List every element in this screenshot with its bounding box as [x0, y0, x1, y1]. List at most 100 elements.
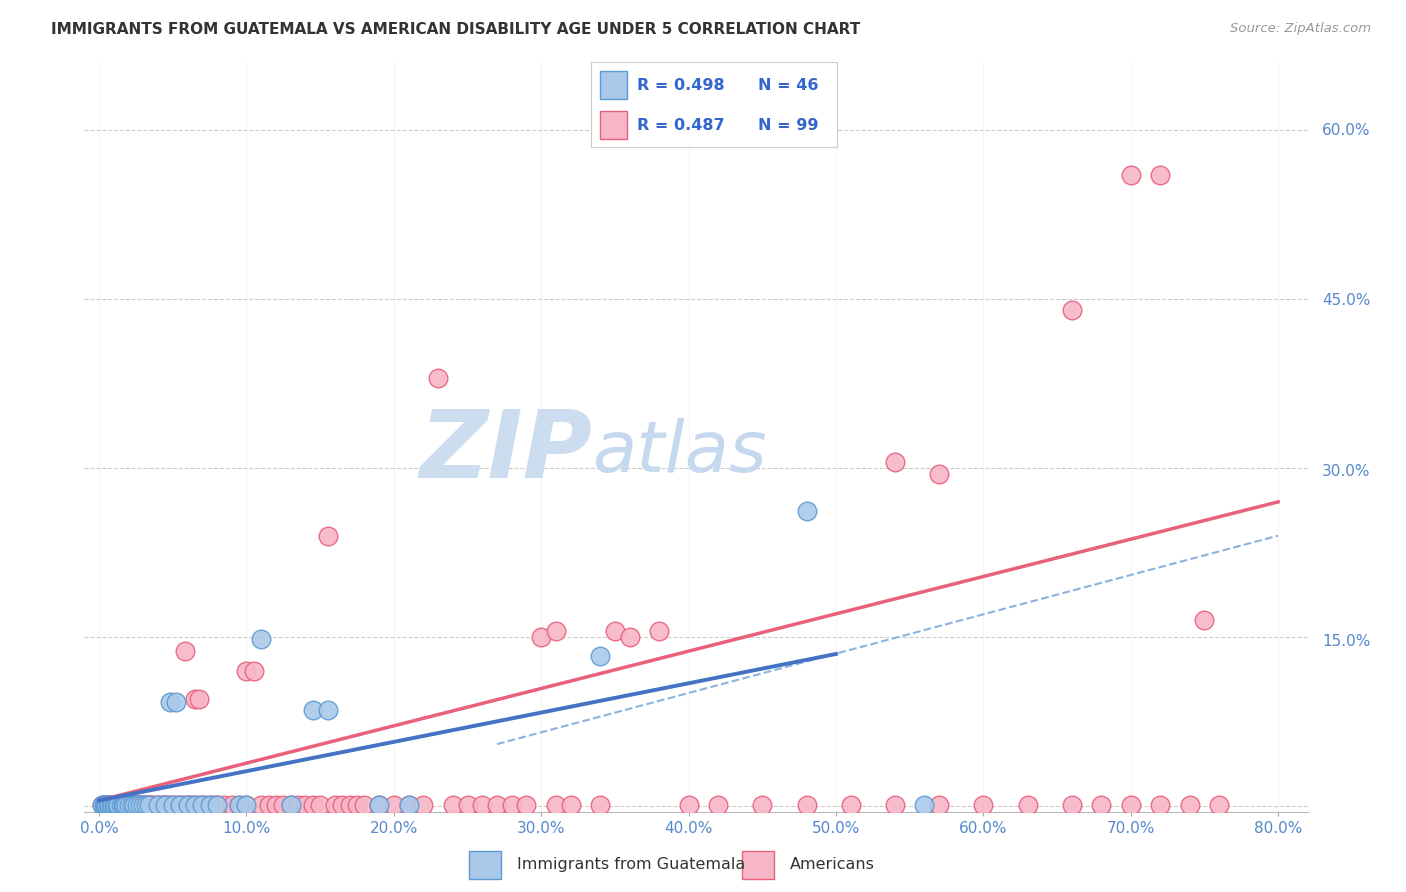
Text: R = 0.487: R = 0.487 — [637, 118, 725, 133]
Point — [1090, 797, 1112, 812]
FancyBboxPatch shape — [600, 111, 627, 139]
Point — [105, 797, 128, 812]
Point — [101, 797, 124, 812]
Point — [101, 797, 124, 812]
Point — [186, 797, 208, 812]
Text: IMMIGRANTS FROM GUATEMALA VS AMERICAN DISABILITY AGE UNDER 5 CORRELATION CHART: IMMIGRANTS FROM GUATEMALA VS AMERICAN DI… — [51, 22, 860, 37]
Point — [839, 797, 862, 812]
Point — [93, 797, 115, 812]
Point — [544, 624, 567, 639]
Point — [198, 797, 221, 812]
Point — [398, 797, 420, 812]
Point — [121, 797, 143, 812]
Point — [884, 797, 907, 812]
Point — [198, 797, 221, 812]
FancyBboxPatch shape — [600, 71, 627, 99]
Point — [1119, 797, 1142, 812]
Point — [323, 797, 346, 812]
Point — [159, 797, 181, 812]
Point — [135, 797, 157, 812]
Point — [103, 797, 125, 812]
Point — [155, 797, 177, 812]
Text: 60.0%: 60.0% — [1322, 123, 1371, 138]
Text: N = 46: N = 46 — [758, 78, 818, 93]
Point — [184, 797, 207, 812]
Point — [167, 797, 190, 812]
Text: N = 99: N = 99 — [758, 118, 818, 133]
Point — [309, 797, 332, 812]
Text: Source: ZipAtlas.com: Source: ZipAtlas.com — [1230, 22, 1371, 36]
Point — [94, 797, 117, 812]
Point — [91, 797, 114, 812]
Point — [928, 797, 950, 812]
Point — [103, 797, 125, 812]
Point — [122, 797, 145, 812]
Point — [205, 797, 228, 812]
Point — [138, 797, 160, 812]
Point — [1208, 797, 1230, 812]
Point — [94, 797, 117, 812]
Point — [589, 797, 612, 812]
Point — [96, 797, 118, 812]
Point — [136, 797, 159, 812]
Point — [501, 797, 523, 812]
Text: 30.0%: 30.0% — [1322, 464, 1371, 479]
Point — [1194, 613, 1216, 627]
Point — [382, 797, 405, 812]
Point — [751, 797, 773, 812]
Point — [235, 797, 257, 812]
Point — [412, 797, 434, 812]
Point — [273, 797, 295, 812]
Point — [150, 797, 173, 812]
Point — [111, 797, 134, 812]
Point — [301, 797, 323, 812]
Point — [228, 797, 250, 812]
Point — [316, 703, 339, 717]
Point — [796, 504, 818, 518]
Point — [129, 797, 152, 812]
Point — [441, 797, 464, 812]
Point — [169, 797, 191, 812]
Point — [153, 797, 176, 812]
Point — [124, 797, 146, 812]
Point — [132, 797, 155, 812]
Point — [132, 797, 155, 812]
Point — [176, 797, 198, 812]
Point — [170, 797, 193, 812]
Point — [184, 692, 207, 706]
Point — [221, 797, 243, 812]
Point — [118, 797, 141, 812]
Point — [100, 797, 122, 812]
Point — [560, 797, 582, 812]
Text: Americans: Americans — [790, 857, 875, 872]
Point — [368, 797, 391, 812]
Point — [1149, 797, 1171, 812]
Point — [530, 630, 553, 644]
Point — [648, 624, 671, 639]
Point — [1119, 168, 1142, 182]
Point — [173, 643, 195, 657]
Point — [188, 692, 211, 706]
FancyBboxPatch shape — [742, 851, 773, 879]
Point — [138, 797, 160, 812]
Point — [214, 797, 236, 812]
Point — [316, 529, 339, 543]
Point — [589, 649, 612, 664]
Point — [1178, 797, 1201, 812]
Point — [250, 797, 273, 812]
Point — [346, 797, 368, 812]
Point — [250, 632, 273, 647]
Text: ZIP: ZIP — [419, 406, 592, 498]
Point — [125, 797, 148, 812]
Point — [139, 797, 162, 812]
Point — [111, 797, 134, 812]
Point — [114, 797, 136, 812]
Text: atlas: atlas — [592, 417, 766, 486]
Point — [368, 797, 391, 812]
Point — [194, 797, 217, 812]
Point — [98, 797, 121, 812]
Point — [179, 797, 201, 812]
Point — [928, 467, 950, 481]
Point — [398, 797, 420, 812]
Point — [107, 797, 129, 812]
